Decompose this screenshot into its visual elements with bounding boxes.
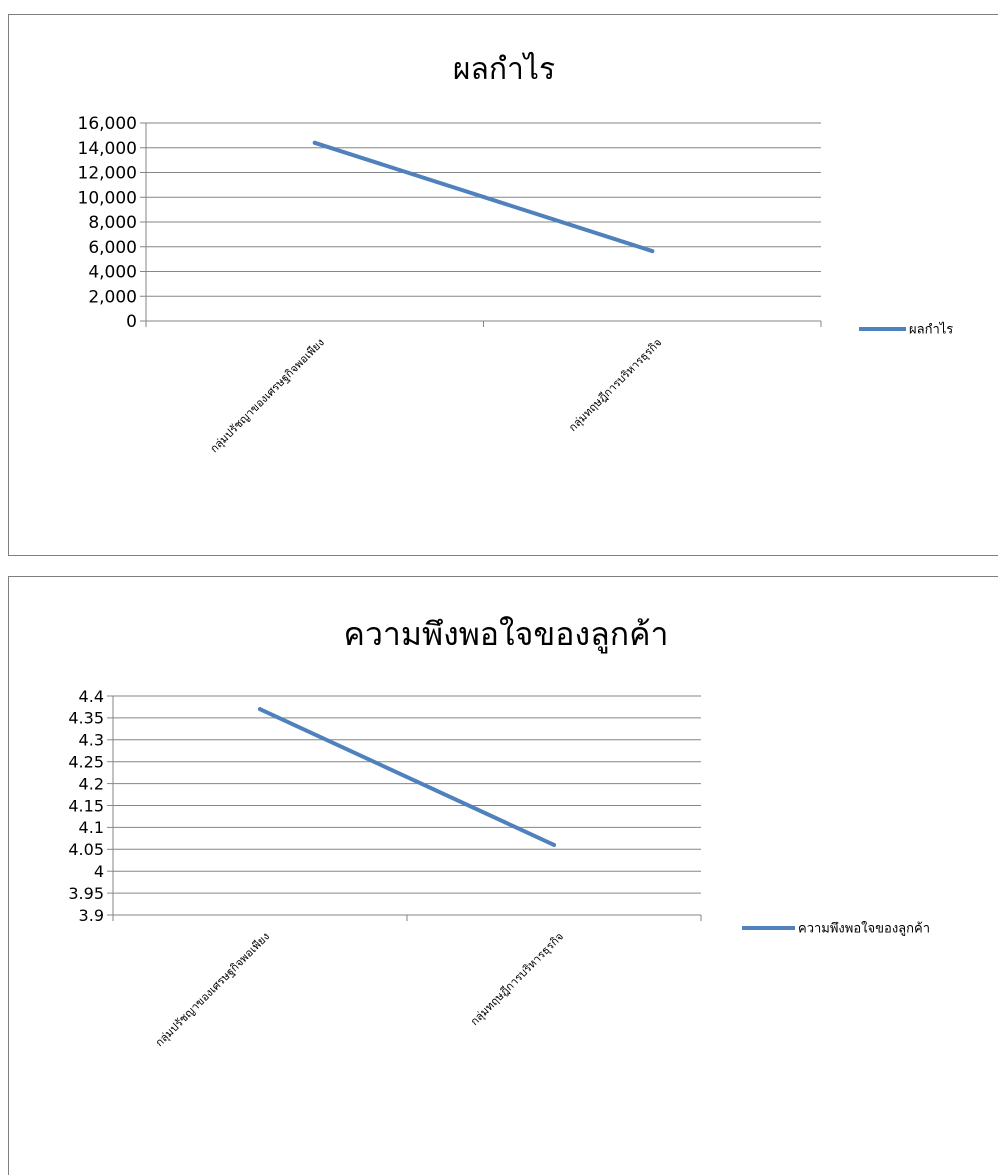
legend-label: ผลกำไร xyxy=(909,322,953,338)
y-tick-label: 4.15 xyxy=(68,796,104,815)
y-tick-label: 10,000 xyxy=(78,188,137,208)
data-point xyxy=(312,140,317,145)
x-category-label: กลุ่มทฤษฎีการบริหารธุรกิจ xyxy=(566,336,664,434)
y-tick-label: 12,000 xyxy=(78,164,137,184)
y-tick-label: 3.95 xyxy=(68,884,104,903)
chart-title: ผลกำไร xyxy=(453,51,555,87)
series-line xyxy=(258,707,556,847)
y-tick-label: 4.4 xyxy=(79,687,104,706)
data-point xyxy=(650,249,655,254)
x-category-label: กลุ่มปรัชญาของเศรษฐกิจพอเพียง xyxy=(207,336,326,455)
satisfaction-chart-panel: ความพึงพอใจของลูกค้า 4.4 4.35 4.3 4.25 4.2 4.1… xyxy=(8,576,998,1175)
data-point xyxy=(552,842,556,847)
y-tick-label: 4.35 xyxy=(68,709,104,728)
y-tick-label: 6,000 xyxy=(88,238,137,258)
y-tick-label: 8,000 xyxy=(88,213,137,233)
y-tick-label: 4.2 xyxy=(79,774,104,793)
series-line xyxy=(312,140,655,254)
y-tick-label: 4 xyxy=(94,862,104,881)
y-tick-label: 4.25 xyxy=(68,752,104,771)
y-tick-label: 16,000 xyxy=(78,114,137,134)
profit-chart: ผลกำไร 16,000 14,000 12,000 10,000 8,000 6,000… xyxy=(78,51,954,455)
x-category-label: กลุ่มทฤษฎีการบริหารธุรกิจ xyxy=(468,930,566,1028)
y-tick-label: 4.05 xyxy=(68,840,104,859)
data-point xyxy=(258,707,262,712)
x-category-label: กลุ่มปรัชญาของเศรษฐกิจพอเพียง xyxy=(153,930,272,1049)
satisfaction-chart: ความพึงพอใจของลูกค้า 4.4 4.35 4.3 4.25 4.2 4.1… xyxy=(68,615,930,1049)
profit-chart-panel: ผลกำไร 16,000 14,000 12,000 10,000 8,000 6,000… xyxy=(8,14,998,556)
legend-label: ความพึงพอใจของลูกค้า xyxy=(798,921,930,937)
y-tick-label: 4.3 xyxy=(79,731,104,750)
chart-title: ความพึงพอใจของลูกค้า xyxy=(344,615,669,654)
y-tick-label: 4,000 xyxy=(88,263,137,283)
y-tick-label: 2,000 xyxy=(88,287,137,307)
y-tick-label: 0 xyxy=(126,312,137,332)
y-tick-label: 4.1 xyxy=(79,818,104,837)
y-tick-label: 14,000 xyxy=(78,139,137,159)
y-tick-label: 3.9 xyxy=(79,906,104,925)
